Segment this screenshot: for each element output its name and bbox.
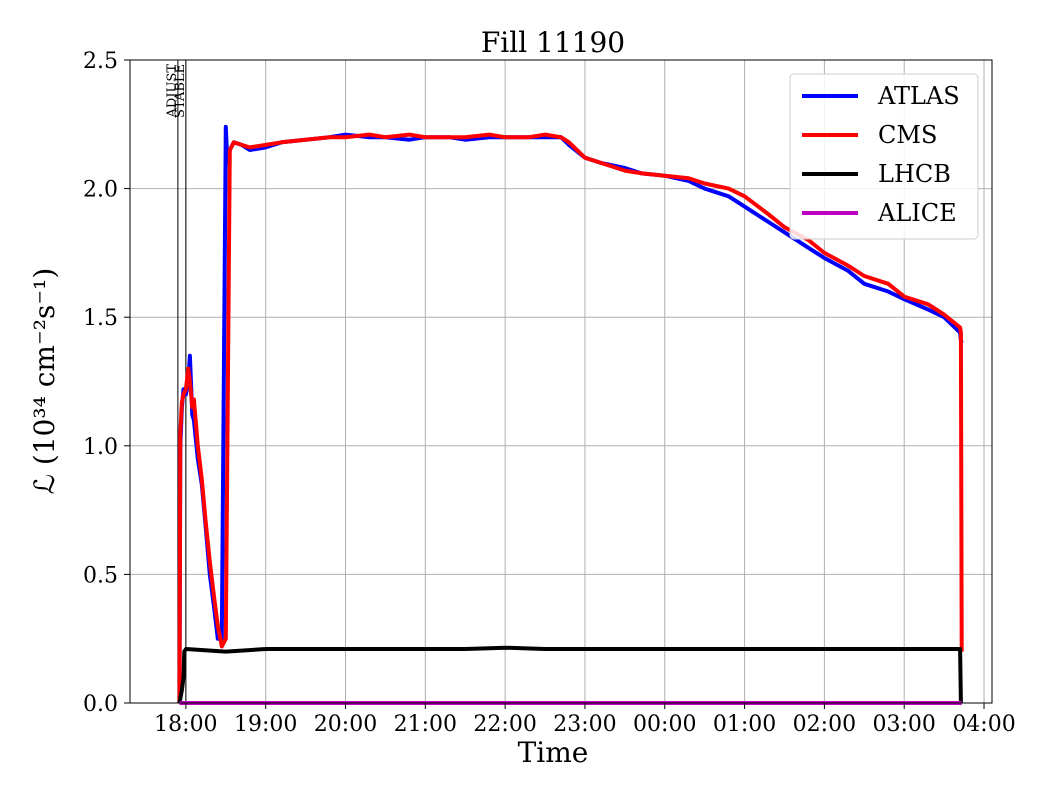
x-tick-label: 20:00 bbox=[314, 712, 377, 737]
marker-label-stable: STABLE bbox=[173, 64, 188, 118]
x-axis-label: Time bbox=[518, 736, 589, 769]
y-tick-label: 0.0 bbox=[83, 692, 118, 717]
legend-label-lhcb: LHCB bbox=[878, 160, 951, 188]
plot-frame bbox=[129, 59, 993, 704]
legend-box bbox=[789, 73, 979, 240]
y-tick-label: 2.0 bbox=[83, 178, 118, 203]
series-line-lhcb bbox=[177, 645, 963, 704]
legend-label-cms: CMS bbox=[878, 121, 937, 149]
legend-label-alice: ALICE bbox=[877, 199, 957, 227]
x-tick-label: 00:00 bbox=[633, 712, 696, 737]
chart-title: Fill 11190 bbox=[481, 26, 625, 59]
x-tick-label: 03:00 bbox=[873, 712, 936, 737]
marker-label-adjust: ADJUST bbox=[165, 64, 180, 119]
grid bbox=[130, 59, 992, 704]
x-ticks: 18:00 19:00 20:00 21:00 22:00 23:00 00:00 01:00… bbox=[154, 703, 1016, 737]
y-tick-label: 0.5 bbox=[83, 563, 118, 588]
y-tick-label: 2.5 bbox=[83, 49, 118, 74]
y-ticks: 0.0 0.5 1.0 1.5 2.0 2.5 bbox=[83, 49, 130, 717]
x-tick-label: 04:00 bbox=[952, 712, 1015, 737]
series-line-cms bbox=[177, 132, 964, 704]
y-tick-label: 1.5 bbox=[83, 306, 118, 331]
y-axis-label: ℒ (10³⁴ cm⁻²s⁻¹) bbox=[28, 268, 61, 495]
x-tick-label: 23:00 bbox=[553, 712, 616, 737]
y-tick-label: 1.0 bbox=[83, 435, 118, 460]
legend: ATLAS CMS LHCB ALICE bbox=[789, 73, 979, 240]
x-tick-label: 02:00 bbox=[793, 712, 856, 737]
x-tick-label: 19:00 bbox=[234, 712, 297, 737]
legend-label-atlas: ATLAS bbox=[877, 82, 960, 110]
x-tick-label: 18:00 bbox=[154, 712, 217, 737]
x-tick-label: 21:00 bbox=[394, 712, 457, 737]
x-tick-label: 01:00 bbox=[713, 712, 776, 737]
x-tick-label: 22:00 bbox=[473, 712, 536, 737]
